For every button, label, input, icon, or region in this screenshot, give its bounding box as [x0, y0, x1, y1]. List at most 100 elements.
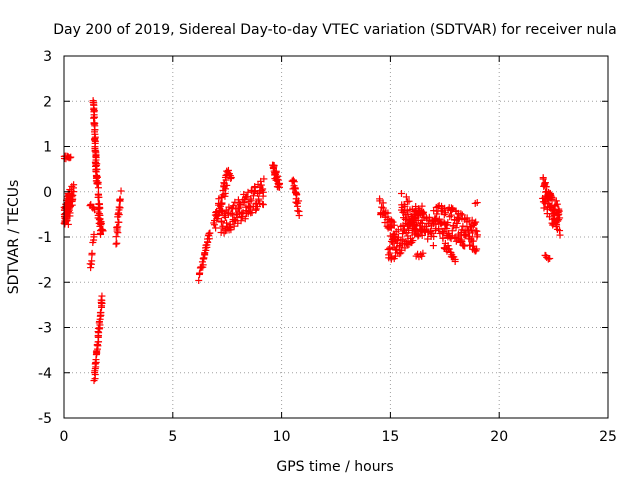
data-point [457, 210, 465, 218]
y-tick-label: -5 [38, 411, 52, 427]
x-tick-label: 0 [60, 429, 69, 445]
data-point [116, 195, 124, 203]
data-point [435, 225, 443, 233]
data-point [113, 239, 121, 247]
data-point [386, 244, 394, 252]
x-tick-label: 20 [490, 429, 508, 445]
data-point [89, 204, 97, 212]
data-point [473, 227, 481, 235]
data-point [231, 198, 239, 206]
data-point [447, 211, 455, 219]
data-point [218, 200, 226, 208]
data-point [223, 219, 231, 227]
data-point [223, 181, 231, 189]
data-point [98, 292, 106, 300]
data-point [88, 249, 96, 257]
data-point [469, 237, 477, 245]
data-point [440, 228, 448, 236]
data-point [243, 193, 251, 201]
chart-title: Day 200 of 2019, Sidereal Day-to-day VTE… [53, 22, 616, 38]
data-point [458, 237, 466, 245]
data-point [294, 207, 302, 215]
data-point [248, 209, 256, 217]
data-point [91, 369, 99, 377]
data-point [214, 211, 222, 219]
data-point [64, 220, 72, 228]
data-point [409, 237, 417, 245]
data-point [290, 178, 298, 186]
y-tick-label: 2 [43, 94, 52, 110]
data-point [418, 252, 426, 260]
data-point [548, 193, 556, 201]
y-tick-label: -1 [38, 230, 52, 246]
data-point [466, 241, 474, 249]
data-point [553, 200, 561, 208]
data-point [201, 250, 209, 258]
data-point [272, 169, 280, 177]
data-point [390, 221, 398, 229]
data-point [413, 227, 421, 235]
data-point [402, 193, 410, 201]
data-point [206, 229, 214, 237]
data-point [556, 214, 564, 222]
data-point [446, 213, 454, 221]
data-point [217, 218, 225, 226]
data-point [445, 230, 453, 238]
data-point [418, 231, 426, 239]
data-point [99, 227, 107, 235]
data-point [87, 264, 95, 272]
data-point [405, 226, 413, 234]
data-point [414, 232, 422, 240]
data-point [93, 165, 101, 173]
data-point [295, 212, 303, 220]
data-point [429, 242, 437, 250]
data-point [472, 218, 480, 226]
data-point [448, 227, 456, 235]
y-axis-label: SDTVAR / TECUs [6, 180, 22, 295]
data-point [219, 222, 227, 230]
data-point [445, 245, 453, 253]
data-point [234, 205, 242, 213]
x-axis-label: GPS time / hours [276, 459, 393, 475]
data-point [212, 224, 220, 232]
data-point [91, 147, 99, 155]
data-point [222, 185, 230, 193]
data-point [92, 154, 100, 162]
data-point [386, 222, 394, 230]
data-point [394, 233, 402, 241]
data-point [117, 187, 125, 195]
data-point [461, 242, 469, 250]
data-point [66, 209, 74, 217]
data-point [473, 199, 481, 207]
x-tick-label: 25 [599, 429, 617, 445]
data-point [463, 214, 471, 222]
data-point [195, 276, 203, 284]
data-point [69, 195, 77, 203]
data-point [259, 188, 267, 196]
data-point [274, 172, 282, 180]
data-point [247, 197, 255, 205]
data-point [556, 227, 564, 235]
data-point [543, 253, 551, 261]
axis-ticks: 0 5 10 15 20 25 -5 -4 -3 -2 -1 0 1 2 3 [38, 49, 617, 445]
data-point [419, 249, 427, 257]
data-point [67, 153, 75, 161]
y-tick-label: -2 [38, 275, 52, 291]
data-point [255, 195, 263, 203]
x-tick-label: 10 [273, 429, 291, 445]
y-tick-label: 0 [43, 185, 52, 201]
data-point [88, 257, 96, 265]
data-point [388, 217, 396, 225]
data-point [237, 217, 245, 225]
data-point [555, 207, 563, 215]
data-point [98, 226, 106, 234]
data-point [259, 185, 267, 193]
data-point [241, 215, 249, 223]
data-point [451, 233, 459, 241]
data-point [414, 205, 422, 213]
data-point [252, 206, 260, 214]
data-point [260, 175, 268, 183]
data-point [552, 197, 560, 205]
data-point [389, 218, 397, 226]
